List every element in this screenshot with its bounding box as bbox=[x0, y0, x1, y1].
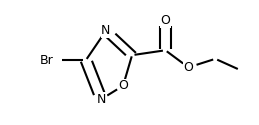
Text: O: O bbox=[160, 14, 170, 28]
Text: N: N bbox=[101, 24, 111, 37]
Text: O: O bbox=[118, 79, 128, 92]
Text: N: N bbox=[97, 93, 106, 106]
Text: O: O bbox=[183, 61, 193, 74]
Text: Br: Br bbox=[39, 54, 53, 66]
